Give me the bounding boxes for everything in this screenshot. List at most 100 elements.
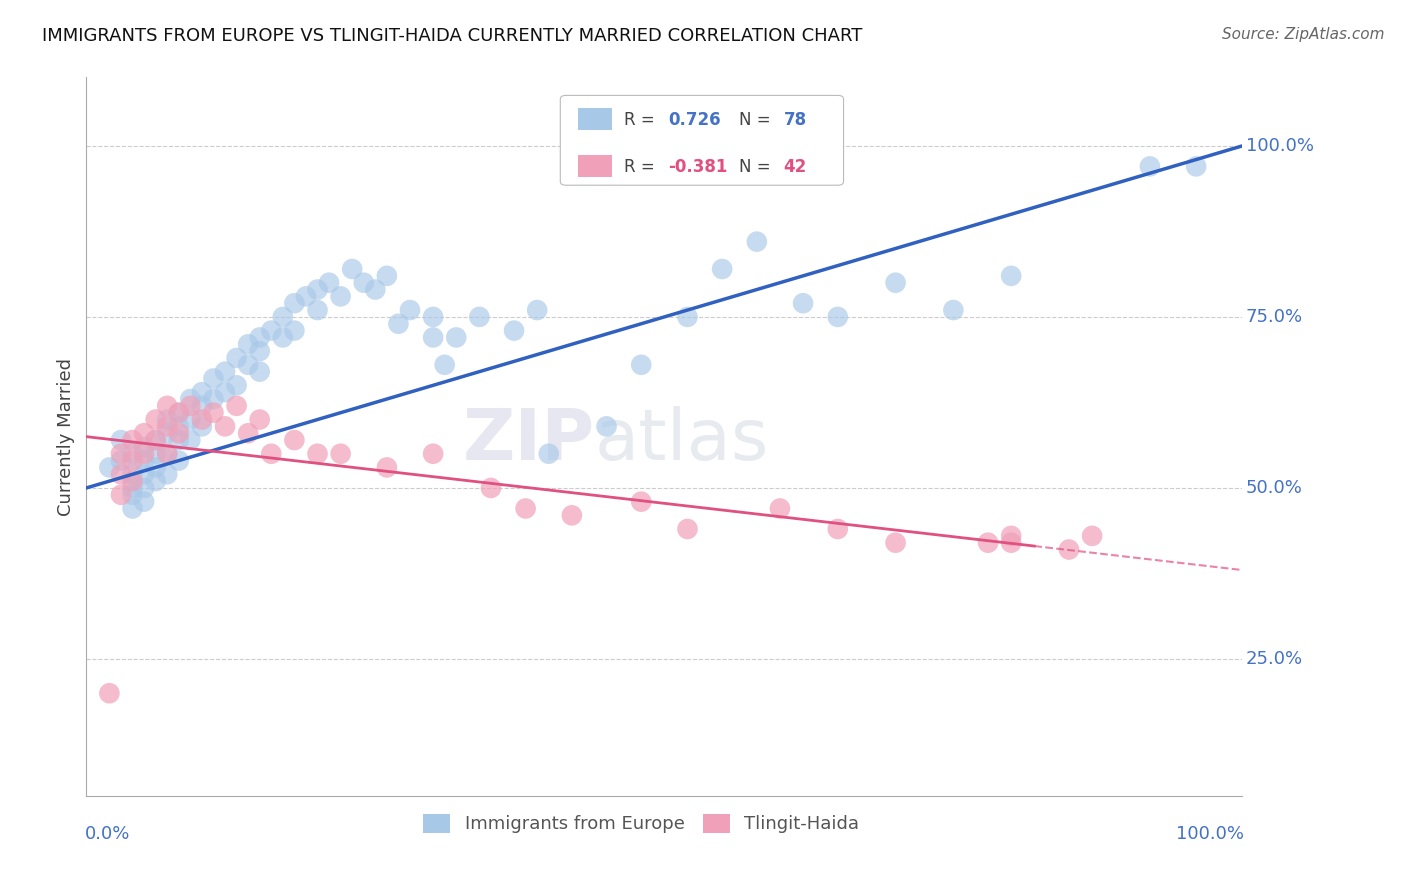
Point [214,385,236,400]
Legend: Immigrants from Europe, Tlingit-Haida: Immigrants from Europe, Tlingit-Haida [416,807,866,840]
Text: 0.726: 0.726 [668,111,720,128]
Point [121,474,143,488]
Point [422,447,444,461]
Point [202,371,225,385]
Text: 0.0%: 0.0% [86,824,131,843]
Point [191,412,214,426]
Point [307,303,329,318]
Text: atlas: atlas [595,406,769,475]
Point [98,686,121,700]
Point [167,433,190,447]
Point [249,365,271,379]
Point [630,494,652,508]
Point [249,412,271,426]
Point [827,522,849,536]
Point [110,447,132,461]
Point [145,474,167,488]
Point [745,235,768,249]
Point [156,426,179,441]
Point [387,317,409,331]
Point [121,488,143,502]
Point [145,447,167,461]
Text: ZIP: ZIP [463,406,595,475]
Point [110,433,132,447]
Point [307,447,329,461]
Text: 78: 78 [783,111,807,128]
Point [422,310,444,324]
Point [283,296,305,310]
Point [884,535,907,549]
Point [167,419,190,434]
Text: R =: R = [624,111,659,128]
Point [225,399,247,413]
Point [1000,529,1022,543]
Text: IMMIGRANTS FROM EUROPE VS TLINGIT-HAIDA CURRENTLY MARRIED CORRELATION CHART: IMMIGRANTS FROM EUROPE VS TLINGIT-HAIDA … [42,27,862,45]
Point [179,433,201,447]
Point [179,412,201,426]
Point [375,268,398,283]
Point [167,453,190,467]
Point [283,324,305,338]
Point [1185,160,1208,174]
Point [977,535,1000,549]
Text: 25.0%: 25.0% [1246,650,1303,668]
Point [121,447,143,461]
Text: 75.0%: 75.0% [1246,308,1303,326]
Point [121,481,143,495]
Point [942,303,965,318]
Point [792,296,814,310]
Point [191,399,214,413]
Point [121,501,143,516]
Point [249,344,271,359]
Text: 42: 42 [783,158,807,176]
Point [191,419,214,434]
Point [179,399,201,413]
Point [156,447,179,461]
Text: N =: N = [740,158,776,176]
Point [1000,268,1022,283]
Point [214,365,236,379]
Point [145,460,167,475]
Point [121,453,143,467]
Point [236,426,259,441]
Point [110,488,132,502]
Point [145,412,167,426]
Point [340,262,363,277]
Point [110,467,132,482]
Point [202,406,225,420]
Point [526,303,548,318]
Point [225,351,247,365]
Text: Source: ZipAtlas.com: Source: ZipAtlas.com [1222,27,1385,42]
Point [145,433,167,447]
Text: R =: R = [624,158,659,176]
Point [1139,160,1161,174]
Point [167,426,190,441]
Point [132,481,155,495]
Point [191,385,214,400]
Point [375,460,398,475]
Point [884,276,907,290]
Point [121,433,143,447]
Point [711,262,734,277]
Point [307,283,329,297]
Point [156,412,179,426]
Point [769,501,792,516]
Text: -0.381: -0.381 [668,158,727,176]
Point [156,467,179,482]
Point [214,419,236,434]
Point [156,447,179,461]
Point [827,310,849,324]
Point [132,447,155,461]
Point [145,433,167,447]
Point [329,289,352,303]
Point [676,310,699,324]
Point [1081,529,1104,543]
Point [318,276,340,290]
Point [132,440,155,454]
Point [399,303,422,318]
Point [132,426,155,441]
Point [110,453,132,467]
Point [132,453,155,467]
Point [595,419,617,434]
Point [179,392,201,406]
